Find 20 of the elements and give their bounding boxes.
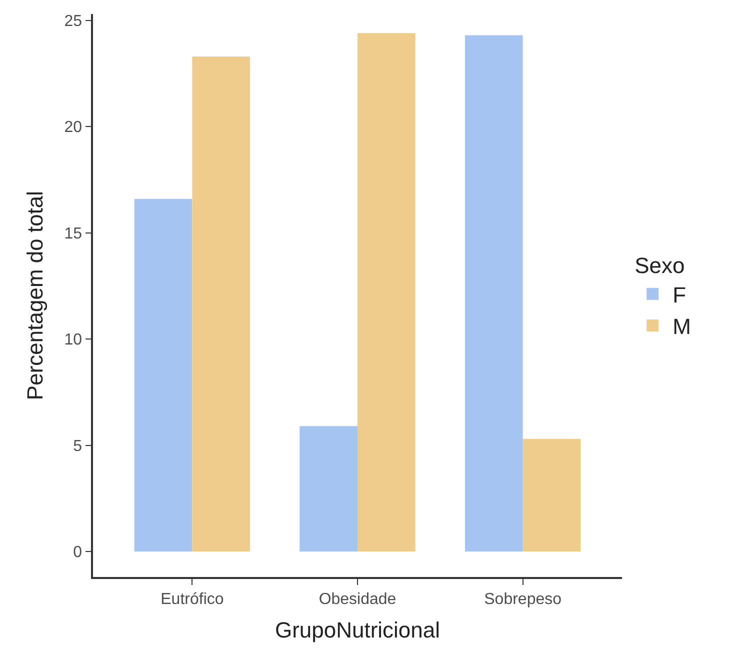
- bar: [522, 438, 581, 552]
- y-tick-label: 20: [64, 119, 82, 136]
- y-tick-label: 10: [64, 332, 82, 349]
- x-tick-label: Obesidade: [318, 590, 396, 608]
- bar: [134, 198, 192, 552]
- y-tick-label: 25: [64, 12, 82, 30]
- legend-label: F: [672, 282, 686, 308]
- x-tick-label: Sobrepeso: [484, 590, 562, 608]
- bar: [300, 426, 358, 552]
- x-axis-title: GrupoNutricional: [274, 617, 440, 642]
- y-tick-label: 0: [73, 544, 82, 562]
- legend-label: M: [672, 314, 691, 340]
- x-tick-label: Eutrófico: [160, 590, 224, 608]
- legend-title: Sexo: [634, 253, 685, 278]
- y-tick-label: 5: [73, 438, 82, 455]
- y-axis-title: Percentagem do total: [22, 190, 48, 400]
- bar: [192, 56, 250, 552]
- bar: [464, 35, 523, 552]
- y-tick-label: 15: [64, 225, 82, 242]
- bar: [358, 33, 416, 552]
